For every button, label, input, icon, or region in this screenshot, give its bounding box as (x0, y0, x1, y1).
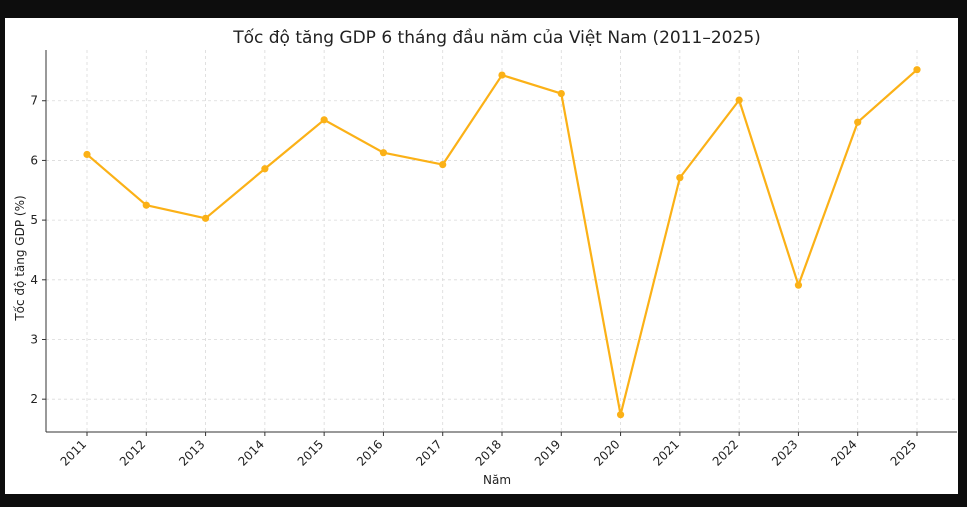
x-tick-label: 2017 (413, 437, 444, 468)
x-tick-label: 2012 (117, 437, 148, 468)
data-point (913, 66, 921, 74)
data-point (83, 150, 91, 159)
y-tick-label: 2 (30, 392, 38, 406)
data-point (498, 71, 506, 79)
line-chart: Tốc độ tăng GDP 6 tháng đầu năm của Việt… (13, 27, 957, 487)
x-tick-label: 2024 (828, 437, 859, 468)
data-point (854, 118, 862, 126)
x-axis-label: Năm (483, 473, 511, 487)
data-point (439, 161, 447, 169)
x-tick-label: 2021 (650, 437, 681, 468)
x-tick-label: 2013 (176, 437, 207, 468)
x-tick-label: 2011 (58, 437, 89, 468)
y-tick-label: 4 (30, 273, 38, 287)
y-axis-label: Tốc độ tăng GDP (%) (13, 195, 27, 321)
x-tick-label: 2019 (532, 437, 563, 468)
grid-layer (46, 50, 957, 432)
chart-frame: Tốc độ tăng GDP 6 tháng đầu năm của Việt… (5, 18, 958, 494)
x-tick-label: 2023 (769, 437, 800, 468)
data-point (735, 96, 743, 104)
x-tick-label: 2018 (473, 437, 504, 468)
data-point (201, 214, 210, 222)
x-tick-label: 2015 (295, 437, 326, 468)
series-layer (83, 66, 921, 419)
data-point (676, 174, 684, 182)
data-point (261, 165, 269, 173)
y-tick-label: 3 (30, 332, 38, 346)
x-tick-label: 2022 (710, 437, 741, 468)
data-point (616, 411, 625, 419)
data-point (379, 149, 388, 157)
x-tick-label: 2020 (591, 437, 622, 468)
x-tick-label: 2025 (888, 437, 919, 468)
data-point (794, 281, 803, 289)
y-tick-label: 7 (30, 94, 38, 108)
x-tick-label: 2014 (235, 437, 266, 468)
data-point (142, 201, 150, 209)
data-point (320, 116, 328, 124)
y-tick-label: 6 (30, 153, 38, 167)
axis-layer: 2 3 4 5 6 7 2011 2012 2013 2014 2015 2016 2017 2018 20… (30, 50, 957, 469)
y-tick-label: 5 (30, 213, 38, 227)
chart-title: Tốc độ tăng GDP 6 tháng đầu năm của Việt… (232, 27, 761, 48)
data-point (557, 89, 565, 98)
x-tick-label: 2016 (354, 437, 385, 468)
